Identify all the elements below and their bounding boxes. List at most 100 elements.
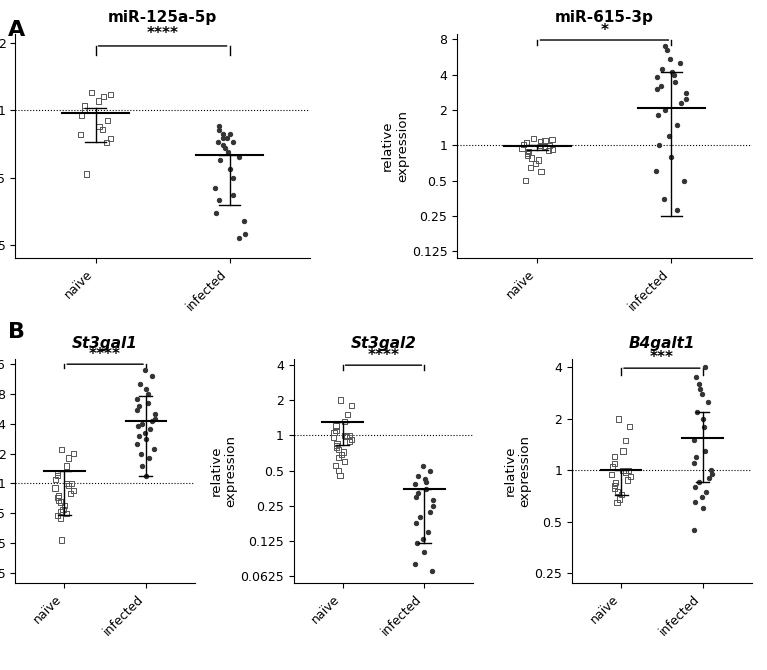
Point [332,452,344,462]
Point [613,413,625,424]
Point [54,513,67,523]
Point [546,134,558,145]
Point [689,482,701,492]
Point [227,190,239,200]
Point [621,474,634,485]
Point [56,444,68,455]
Point [619,466,631,477]
Point [214,155,226,165]
Point [149,409,161,419]
Point [136,418,148,429]
Point [142,389,154,399]
Point [133,431,145,442]
Point [693,477,705,488]
Point [209,183,221,194]
Point [529,158,542,169]
Point [543,140,555,151]
Point [331,442,343,453]
Point [49,482,61,493]
Point [209,207,222,218]
Point [693,379,705,389]
Point [330,425,342,436]
Point [131,394,143,405]
Point [700,486,713,497]
Point [224,163,236,174]
Point [652,110,664,121]
Text: *: * [601,23,608,38]
Point [212,194,225,205]
Point [410,517,423,528]
Point [651,84,663,94]
Point [517,139,529,149]
Point [609,477,621,488]
Point [525,153,538,163]
Point [650,72,663,83]
Point [687,525,700,535]
Point [706,469,718,480]
Point [546,144,558,155]
Y-axis label: relative
expression: relative expression [504,435,532,507]
Point [420,483,433,494]
Point [659,105,671,115]
Point [516,143,528,153]
Point [50,474,62,484]
Point [134,379,146,389]
Point [143,453,155,464]
Point [344,430,356,441]
Point [611,497,623,508]
Point [650,166,663,177]
Point [335,450,347,460]
Point [696,503,709,514]
Point [331,438,343,449]
Point [614,494,626,505]
Text: ***: *** [650,350,674,364]
Point [97,91,109,102]
Text: ****: **** [146,26,179,41]
Point [521,150,533,161]
Point [63,453,75,464]
Point [427,494,439,505]
Point [334,395,347,405]
Point [414,512,426,523]
Point [520,176,532,186]
Point [341,409,354,420]
Point [671,119,683,130]
Point [57,504,69,515]
Point [409,559,421,570]
Point [146,371,158,381]
Point [146,416,158,427]
Y-axis label: relative
expression: relative expression [209,435,238,507]
Point [142,397,154,408]
Point [417,460,430,471]
Point [74,129,87,140]
Point [699,446,711,456]
Point [418,547,430,558]
Point [139,428,151,439]
Point [699,362,711,373]
Point [222,147,234,157]
Point [675,98,687,109]
Point [706,465,718,476]
Point [538,141,550,152]
Point [663,131,676,141]
Point [520,137,532,148]
Point [93,96,105,107]
Point [143,424,156,435]
Point [61,508,73,519]
Point [341,431,353,442]
Point [239,229,251,240]
Title: St3gal1: St3gal1 [72,336,138,350]
Point [527,133,539,143]
Point [424,507,436,518]
Point [58,500,71,511]
Point [606,462,618,472]
Point [617,446,629,456]
Point [668,70,680,80]
Point [690,407,703,417]
Point [617,465,629,476]
Point [608,452,621,462]
Point [609,480,621,490]
Point [535,140,547,151]
Point [656,64,668,74]
Point [133,401,146,411]
